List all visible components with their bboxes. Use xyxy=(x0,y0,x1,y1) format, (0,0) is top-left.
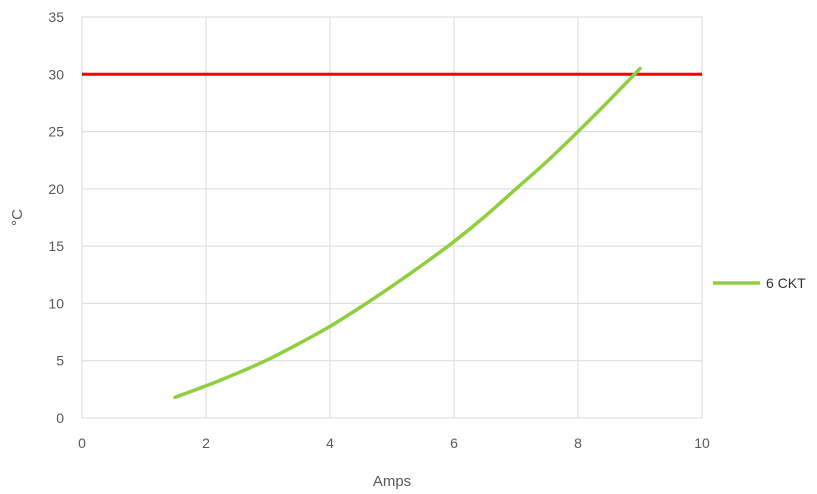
x-tick-label: 8 xyxy=(574,435,582,451)
x-tick-label: 6 xyxy=(450,435,458,451)
y-tick-label: 5 xyxy=(56,353,64,369)
y-tick-label: 15 xyxy=(48,238,64,254)
series-line-6-ckt xyxy=(173,66,642,400)
x-tick-label: 4 xyxy=(326,435,334,451)
y-tick-label: 25 xyxy=(48,124,64,140)
y-tick-label: 30 xyxy=(48,66,64,82)
y-tick-label: 20 xyxy=(48,181,64,197)
y-tick-label: 35 xyxy=(48,9,64,25)
x-axis-title: Amps xyxy=(373,473,411,490)
y-tick-label: 0 xyxy=(56,410,64,426)
x-axis-ticks: 0 2 4 6 8 10 xyxy=(78,435,710,451)
legend-label: 6 CKT xyxy=(766,275,806,291)
x-tick-label: 2 xyxy=(202,435,210,451)
x-tick-label: 10 xyxy=(694,435,710,451)
y-tick-label: 10 xyxy=(48,295,64,311)
x-tick-label: 0 xyxy=(78,435,86,451)
y-axis-title: °C xyxy=(9,209,26,226)
y-axis-ticks: 0 5 10 15 20 25 30 35 xyxy=(48,9,64,426)
legend: 6 CKT xyxy=(713,275,806,291)
gridlines xyxy=(81,16,703,419)
series-lines xyxy=(173,66,642,400)
